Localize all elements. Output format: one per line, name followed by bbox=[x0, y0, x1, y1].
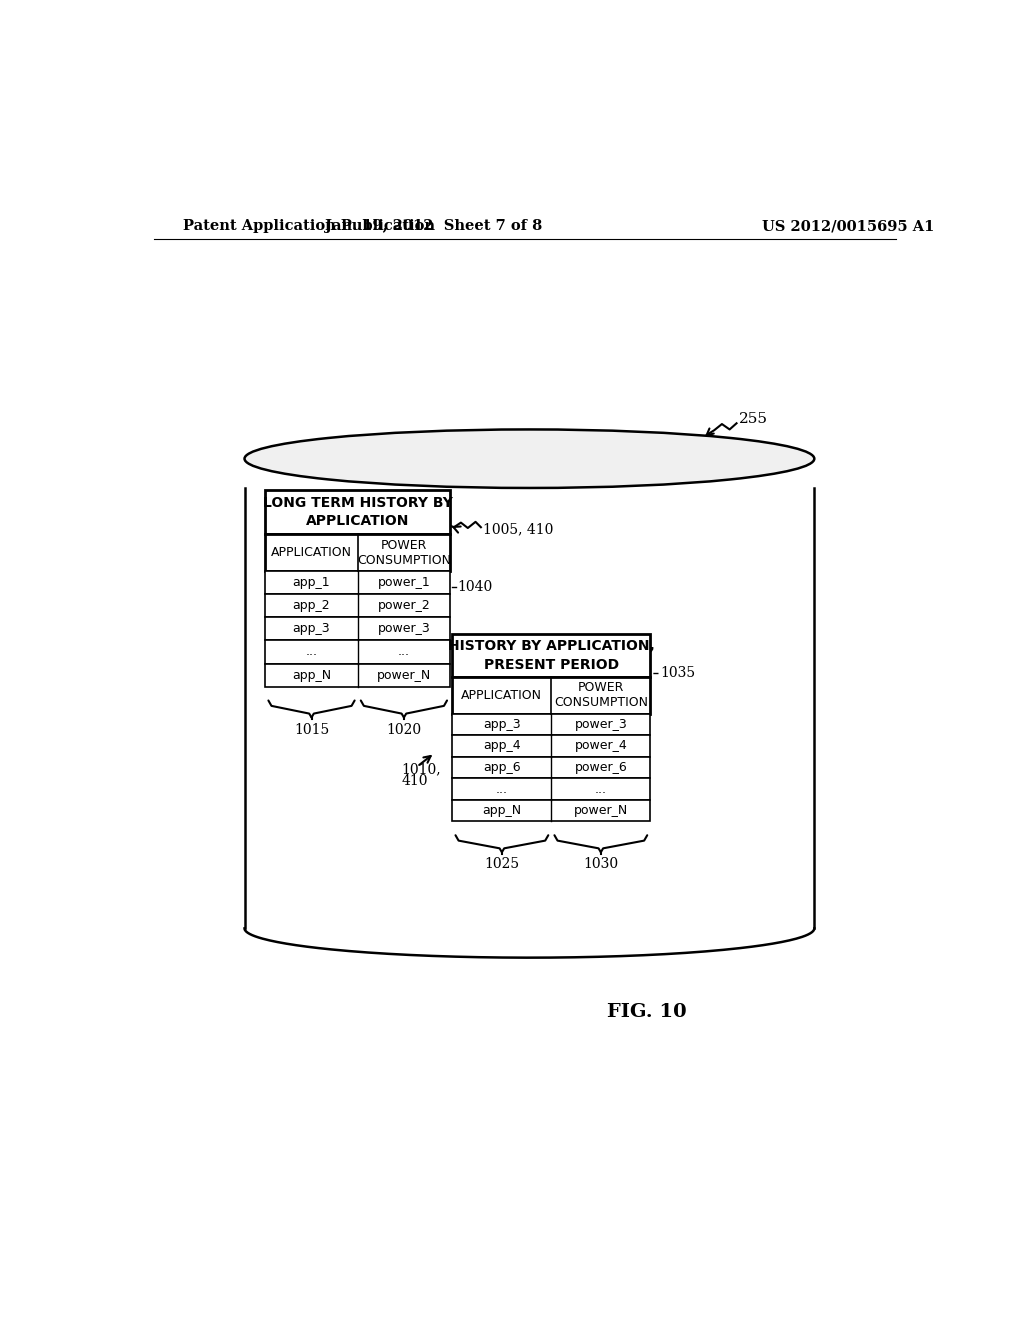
Text: ...: ... bbox=[398, 645, 410, 659]
Text: 1035: 1035 bbox=[660, 665, 695, 680]
Text: app_2: app_2 bbox=[293, 599, 331, 612]
Bar bbox=[453, 756, 650, 779]
Text: power_N: power_N bbox=[573, 804, 628, 817]
Bar bbox=[453, 800, 650, 821]
Bar bbox=[453, 635, 650, 677]
Text: app_6: app_6 bbox=[483, 760, 521, 774]
Text: app_N: app_N bbox=[482, 804, 521, 817]
Text: 1010,: 1010, bbox=[401, 762, 441, 776]
Text: power_N: power_N bbox=[377, 668, 431, 681]
Text: power_6: power_6 bbox=[574, 760, 628, 774]
Text: POWER
CONSUMPTION: POWER CONSUMPTION bbox=[357, 539, 451, 566]
Ellipse shape bbox=[245, 429, 814, 488]
Text: POWER
CONSUMPTION: POWER CONSUMPTION bbox=[554, 681, 648, 709]
Text: 1030: 1030 bbox=[584, 858, 618, 871]
Text: US 2012/0015695 A1: US 2012/0015695 A1 bbox=[762, 219, 934, 234]
Text: app_4: app_4 bbox=[483, 739, 521, 752]
Text: 1015: 1015 bbox=[294, 723, 329, 737]
Text: power_2: power_2 bbox=[378, 599, 430, 612]
Text: power_1: power_1 bbox=[378, 576, 430, 589]
Text: 1020: 1020 bbox=[386, 723, 422, 737]
Text: app_N: app_N bbox=[292, 668, 331, 681]
Text: HISTORY BY APPLICATION,
PRESENT PERIOD: HISTORY BY APPLICATION, PRESENT PERIOD bbox=[447, 639, 654, 672]
Text: power_3: power_3 bbox=[574, 718, 628, 731]
Bar bbox=[453, 677, 650, 714]
Text: FIG. 10: FIG. 10 bbox=[606, 1003, 686, 1020]
Text: ...: ... bbox=[595, 783, 607, 796]
Bar bbox=[453, 735, 650, 756]
Text: APPLICATION: APPLICATION bbox=[271, 546, 352, 560]
Text: LONG TERM HISTORY BY
APPLICATION: LONG TERM HISTORY BY APPLICATION bbox=[263, 495, 453, 528]
Bar bbox=[265, 535, 451, 572]
Text: ...: ... bbox=[305, 645, 317, 659]
Text: 255: 255 bbox=[739, 412, 768, 425]
Bar bbox=[265, 618, 451, 640]
Bar bbox=[265, 572, 451, 594]
Text: 1025: 1025 bbox=[484, 858, 519, 871]
Bar bbox=[265, 664, 451, 686]
Text: ...: ... bbox=[496, 783, 508, 796]
Text: 1040: 1040 bbox=[458, 579, 494, 594]
Text: Patent Application Publication: Patent Application Publication bbox=[183, 219, 435, 234]
Text: power_4: power_4 bbox=[574, 739, 628, 752]
Text: app_1: app_1 bbox=[293, 576, 331, 589]
Text: 1005, 410: 1005, 410 bbox=[483, 523, 554, 536]
Bar bbox=[265, 640, 451, 664]
Bar bbox=[265, 594, 451, 618]
Bar bbox=[453, 779, 650, 800]
Text: power_3: power_3 bbox=[378, 622, 430, 635]
Bar bbox=[265, 490, 451, 535]
Text: Jan. 19, 2012  Sheet 7 of 8: Jan. 19, 2012 Sheet 7 of 8 bbox=[325, 219, 542, 234]
Text: APPLICATION: APPLICATION bbox=[462, 689, 543, 702]
Text: app_3: app_3 bbox=[483, 718, 521, 731]
Text: app_3: app_3 bbox=[293, 622, 331, 635]
Bar bbox=[453, 714, 650, 735]
Text: 410: 410 bbox=[401, 774, 428, 788]
